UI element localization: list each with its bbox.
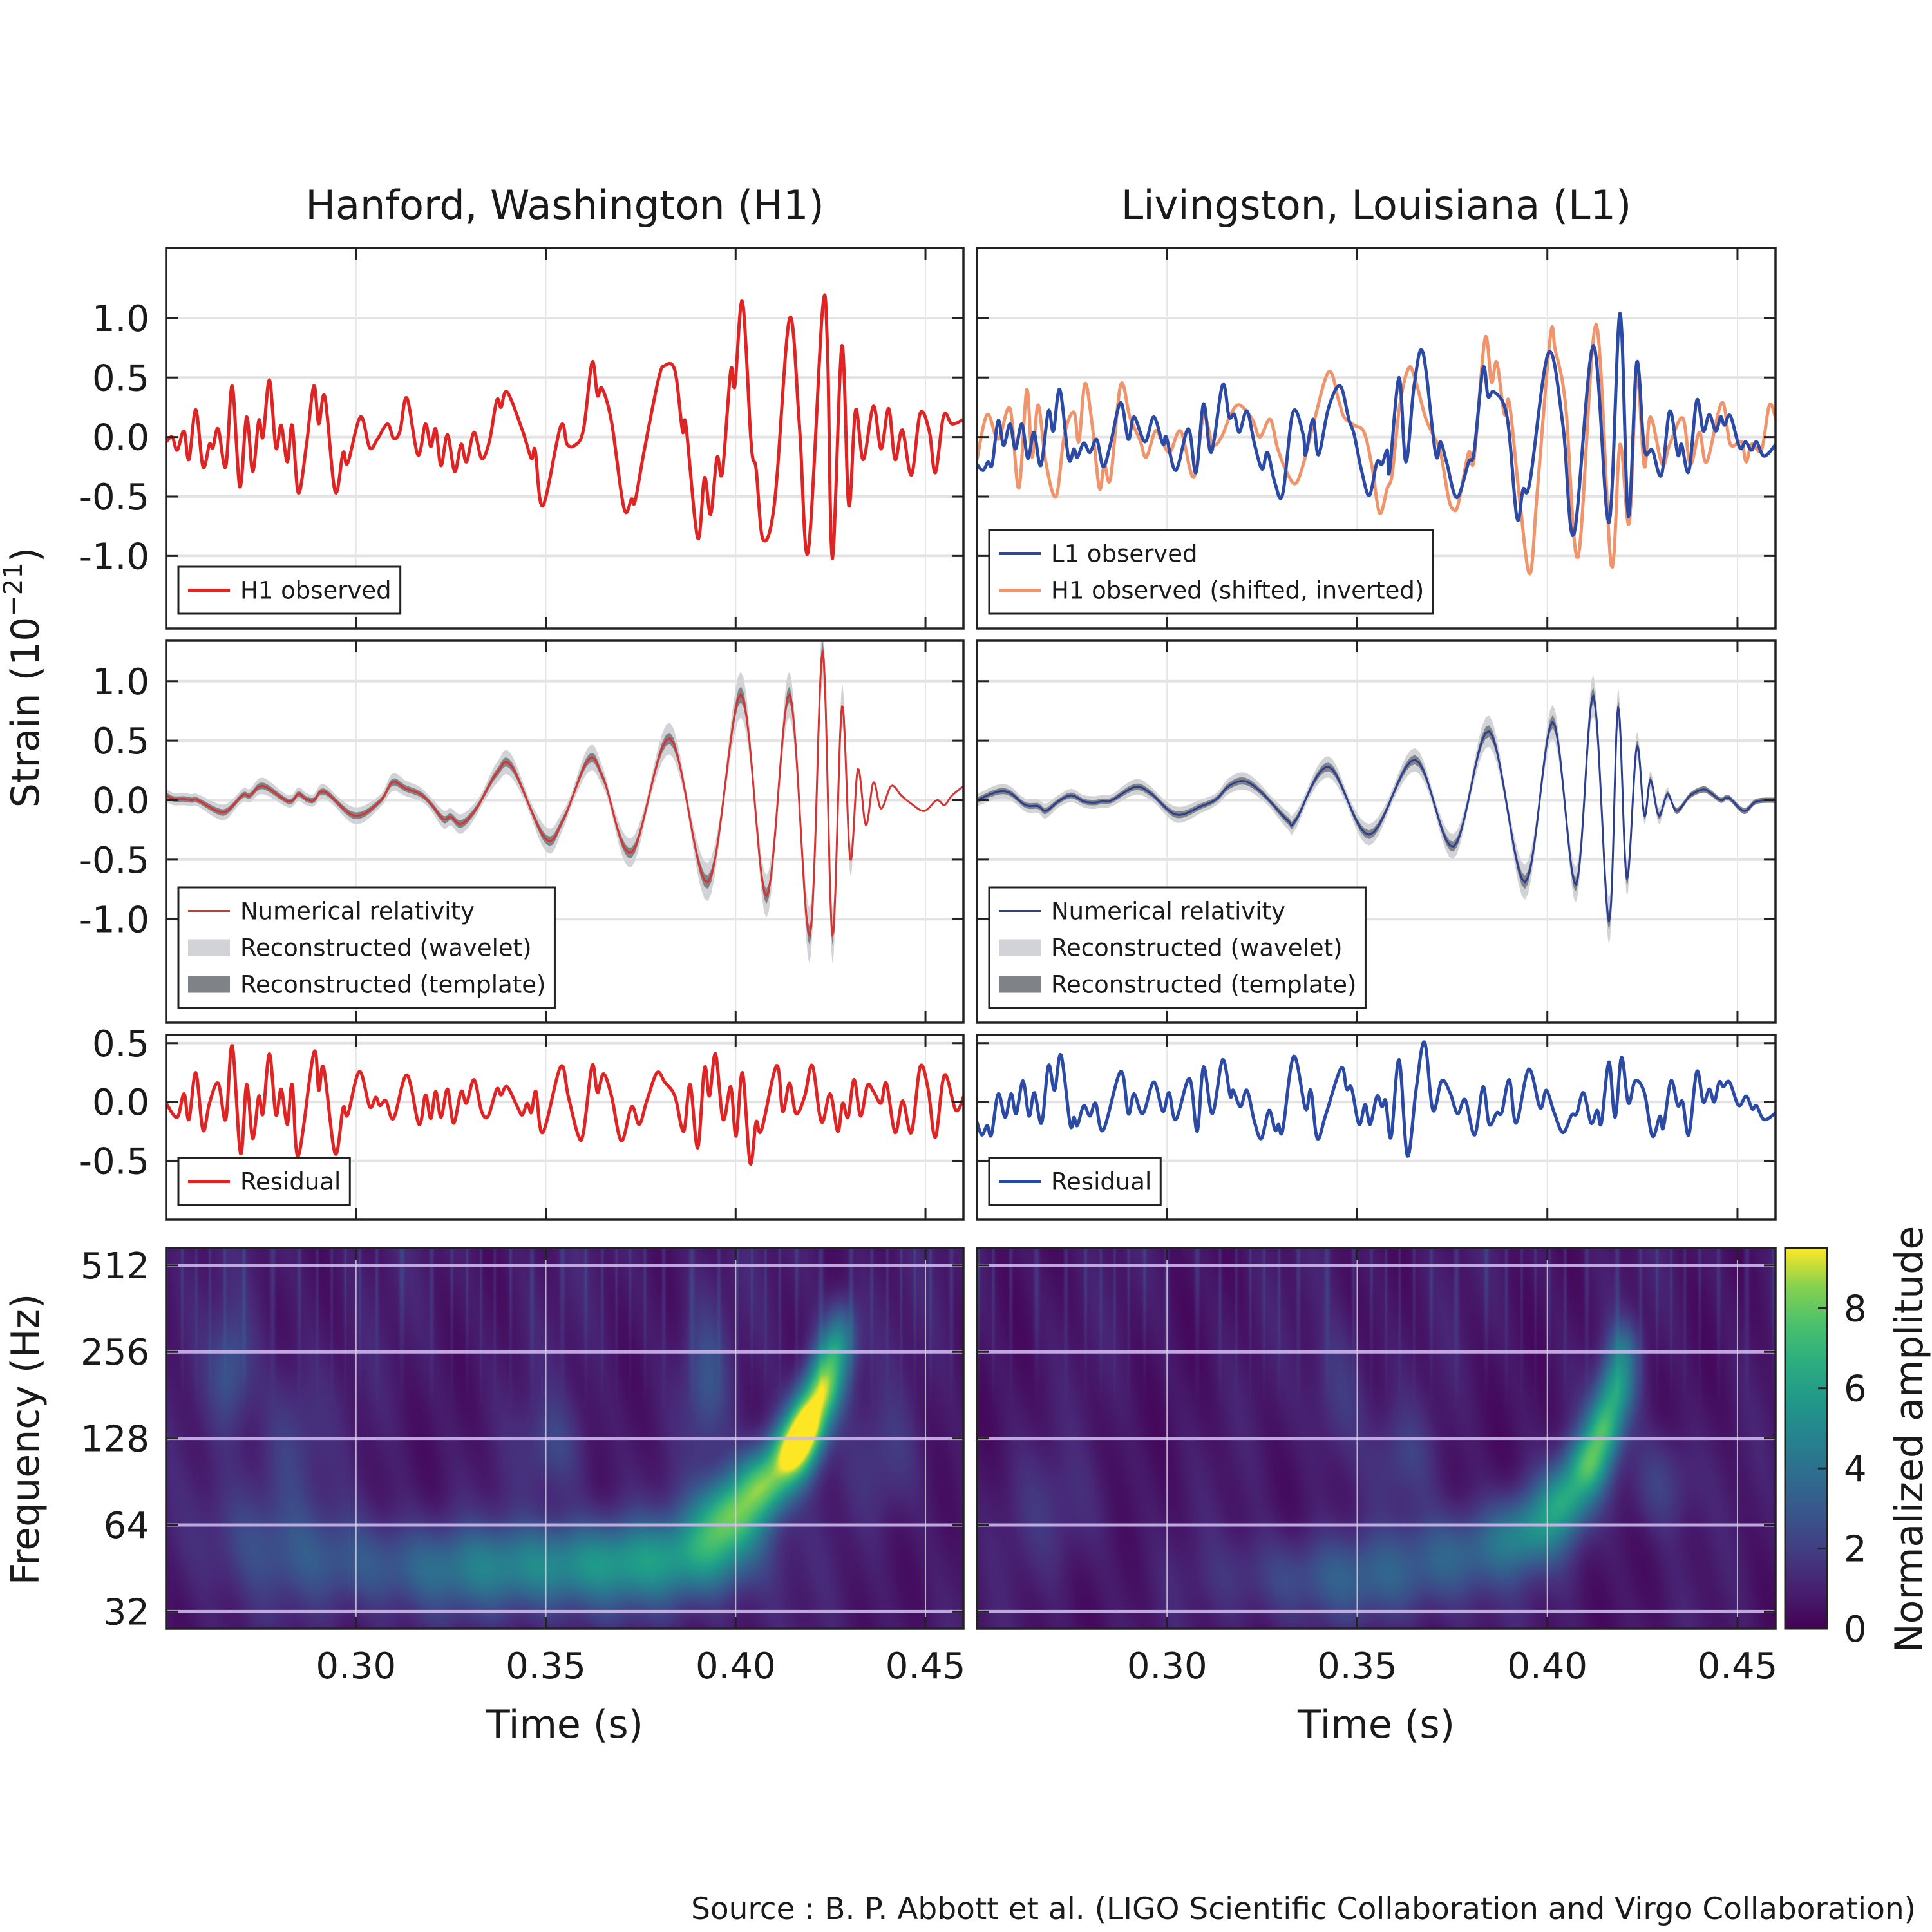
- x-axis-label: Time (s): [486, 1702, 643, 1747]
- title-livingston: Livingston, Louisiana (L1): [1121, 182, 1631, 229]
- axes-frame: [976, 247, 1777, 630]
- y-tick-label: -1.0: [79, 536, 149, 578]
- colorbar-gradient-bar: [1784, 1247, 1828, 1630]
- legend-patch-swatch: [188, 976, 230, 993]
- x-tick-label: 0.45: [886, 1645, 966, 1687]
- title-hanford: Hanford, Washington (H1): [305, 182, 824, 229]
- axes-frame: [976, 639, 1777, 1024]
- colorbar-tick-label: 2: [1844, 1529, 1867, 1571]
- x-tick-label: 0.45: [1698, 1645, 1778, 1687]
- x-tick-label: 0.40: [1507, 1645, 1587, 1687]
- x-tick-label: 0.40: [696, 1645, 776, 1687]
- panel-spectrogram-h1: 512 256 128 64 32 0.30 0.35 0.40 0.45 Time (s): [80, 1245, 965, 1747]
- series-numerical-relativity: [977, 694, 1776, 923]
- y-axis-label-strain: Strain (10−21): [0, 547, 48, 808]
- plot-area: [977, 675, 1776, 945]
- y-tick-label: -0.5: [79, 477, 149, 518]
- legend-frame: [988, 886, 1367, 1009]
- x-tick-label: 0.30: [316, 1645, 396, 1687]
- strain-label-text: Strain (10: [3, 617, 48, 808]
- colorbar-tick-label: 0: [1844, 1609, 1867, 1651]
- y-tick-label: 0.0: [92, 417, 149, 459]
- wavelet-band: [166, 641, 857, 964]
- x-axis-label: Time (s): [1297, 1702, 1455, 1747]
- y-tick-label: -0.5: [79, 840, 149, 882]
- axes-frame: [976, 1034, 1777, 1221]
- legend: H1 observed: [177, 565, 402, 615]
- legend-frame: [988, 529, 1434, 615]
- legend-label: Reconstructed (template): [1051, 971, 1356, 999]
- template-band: [166, 641, 834, 945]
- legend-patch-swatch: [999, 939, 1041, 956]
- legend: Numerical relativity Reconstructed (wavel…: [988, 886, 1367, 1009]
- legend-label: L1 observed: [1051, 540, 1197, 568]
- legend-frame: [177, 886, 556, 1009]
- y-tick-label: 512: [80, 1245, 149, 1287]
- legend-label: Numerical relativity: [240, 898, 475, 925]
- legend-patch-swatch: [999, 976, 1041, 993]
- series-numerical-relativity: [166, 650, 963, 937]
- colorbar-tick-label: 6: [1844, 1368, 1867, 1410]
- series-residual: [977, 1040, 1776, 1158]
- y-axis-label-frequency: Frequency (Hz): [3, 1294, 48, 1585]
- legend-label: H1 observed: [240, 577, 392, 605]
- legend: Residual: [177, 1157, 351, 1206]
- x-tick-label: 0.30: [1127, 1645, 1208, 1687]
- plot-area: [166, 1044, 963, 1166]
- source-credit: Source : B. P. Abbott et al. (LIGO Scien…: [691, 1891, 1916, 1927]
- x-tick-label: 0.35: [1317, 1645, 1397, 1687]
- panel-reconstructed-h1: 1.0 0.5 0.0 -0.5 -1.0 Numerical relativity Rec…: [79, 639, 965, 1024]
- legend-label: Numerical relativity: [1051, 898, 1285, 925]
- plot-area: [166, 293, 963, 560]
- legend-label: Reconstructed (wavelet): [1051, 934, 1343, 962]
- panel-observed-h1: 1.0 0.5 0.0 -0.5 -1.0 H1 observed: [79, 247, 965, 630]
- colorbar: 0 2 4 6 8 Normalized amplitude: [1784, 1226, 1932, 1653]
- x-tick-label: 0.35: [506, 1645, 586, 1687]
- plot-area: [977, 1040, 1776, 1158]
- y-tick-label: 128: [80, 1419, 149, 1461]
- y-tick-label: 64: [104, 1505, 149, 1547]
- y-tick-label: 0.5: [92, 1023, 149, 1065]
- series-l1-observed: [977, 312, 1776, 538]
- plot-area: [977, 312, 1776, 576]
- legend: L1 observed H1 observed (shifted, inverte…: [988, 529, 1434, 615]
- panel-observed-l1: L1 observed H1 observed (shifted, inverte…: [976, 247, 1777, 630]
- y-tick-label: 0.5: [92, 357, 149, 399]
- series-h1-observed: [166, 293, 963, 560]
- y-tick-label: 0.5: [92, 721, 149, 762]
- legend-label: H1 observed (shifted, inverted): [1051, 577, 1424, 605]
- legend-label: Reconstructed (template): [240, 971, 545, 999]
- y-tick-label: 0.0: [92, 1082, 149, 1124]
- panel-residual-l1: Residual: [976, 1034, 1777, 1221]
- y-tick-label: 0.0: [92, 781, 149, 822]
- colorbar-tick-label: 8: [1844, 1288, 1867, 1330]
- panel-residual-h1: 0.5 0.0 -0.5 Residual: [79, 1023, 965, 1221]
- plot-area: [166, 641, 963, 964]
- legend-patch-swatch: [188, 939, 230, 956]
- legend: Residual: [988, 1157, 1162, 1206]
- strain-label-close: ): [3, 547, 48, 562]
- strain-label-exponent: −21: [0, 562, 28, 616]
- legend: Numerical relativity Reconstructed (wavel…: [177, 886, 556, 1009]
- panel-spectrogram-l1: 0.30 0.35 0.40 0.45 Time (s): [976, 1247, 1778, 1747]
- y-tick-label: 32: [104, 1591, 149, 1633]
- axes-frame: [165, 1034, 965, 1221]
- y-tick-label: -1.0: [79, 899, 149, 941]
- series-residual: [166, 1044, 963, 1166]
- axes-frame: [165, 639, 965, 1024]
- y-tick-label: 1.0: [92, 298, 149, 340]
- panel-reconstructed-l1: Numerical relativity Reconstructed (wavel…: [976, 639, 1777, 1024]
- axes-frame: [165, 247, 965, 630]
- legend-label: Residual: [240, 1168, 341, 1196]
- colorbar-label: Normalized amplitude: [1887, 1226, 1932, 1653]
- legend-label: Reconstructed (wavelet): [240, 934, 532, 962]
- colorbar-tick-label: 4: [1844, 1448, 1867, 1490]
- y-tick-label: -0.5: [79, 1141, 149, 1183]
- legend-label: Residual: [1051, 1168, 1151, 1196]
- y-tick-label: 1.0: [92, 661, 149, 703]
- y-tick-label: 256: [80, 1332, 149, 1374]
